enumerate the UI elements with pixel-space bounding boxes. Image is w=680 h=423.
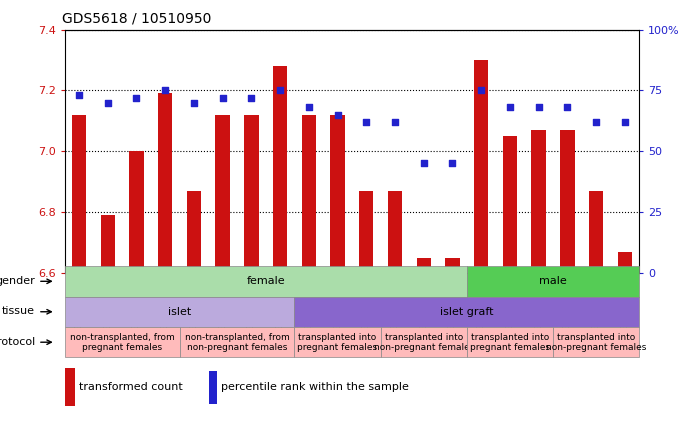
Text: non-transplanted, from
pregnant females: non-transplanted, from pregnant females — [69, 332, 175, 352]
Point — [188, 99, 199, 106]
Bar — [216, 115, 230, 273]
Text: transplanted into
pregnant females: transplanted into pregnant females — [470, 332, 550, 352]
Bar — [65, 368, 75, 406]
Bar — [474, 60, 488, 273]
Bar — [209, 371, 218, 404]
Bar — [532, 130, 546, 273]
Text: GDS5618 / 10510950: GDS5618 / 10510950 — [62, 12, 211, 26]
Point — [361, 119, 372, 126]
Bar — [445, 258, 460, 273]
Point — [131, 94, 142, 101]
Bar — [302, 115, 316, 273]
Point — [217, 94, 228, 101]
Point — [447, 160, 458, 167]
Text: tissue: tissue — [2, 306, 35, 316]
Bar — [158, 93, 172, 273]
Text: male: male — [539, 276, 567, 286]
Point — [73, 92, 84, 99]
Point — [619, 119, 630, 126]
Bar — [330, 115, 345, 273]
Point — [418, 160, 429, 167]
Point — [591, 119, 602, 126]
Text: protocol: protocol — [0, 337, 35, 346]
Bar — [129, 151, 143, 273]
Text: gender: gender — [0, 276, 35, 286]
Bar — [273, 66, 287, 273]
Point — [390, 119, 401, 126]
Bar — [560, 130, 575, 273]
Point — [562, 104, 573, 111]
Bar — [72, 115, 86, 273]
Point — [102, 99, 113, 106]
Text: transplanted into
non-pregnant females: transplanted into non-pregnant females — [373, 332, 474, 352]
Point — [246, 94, 257, 101]
Text: transformed count: transformed count — [79, 382, 182, 392]
Text: islet: islet — [168, 307, 191, 317]
Point — [476, 87, 487, 94]
Point — [533, 104, 544, 111]
Text: transplanted into
pregnant females: transplanted into pregnant females — [297, 332, 377, 352]
Text: islet graft: islet graft — [440, 307, 494, 317]
Bar — [503, 136, 517, 273]
Bar — [187, 191, 201, 273]
Bar — [101, 215, 115, 273]
Point — [332, 111, 343, 118]
Point — [160, 87, 171, 94]
Bar — [617, 252, 632, 273]
Bar — [417, 258, 431, 273]
Text: percentile rank within the sample: percentile rank within the sample — [222, 382, 409, 392]
Bar — [244, 115, 258, 273]
Bar — [359, 191, 373, 273]
Point — [505, 104, 515, 111]
Text: non-transplanted, from
non-pregnant females: non-transplanted, from non-pregnant fema… — [184, 332, 290, 352]
Bar — [388, 191, 402, 273]
Point — [275, 87, 286, 94]
Bar — [589, 191, 603, 273]
Point — [303, 104, 314, 111]
Text: female: female — [246, 276, 285, 286]
Text: transplanted into
non-pregnant females: transplanted into non-pregnant females — [546, 332, 646, 352]
